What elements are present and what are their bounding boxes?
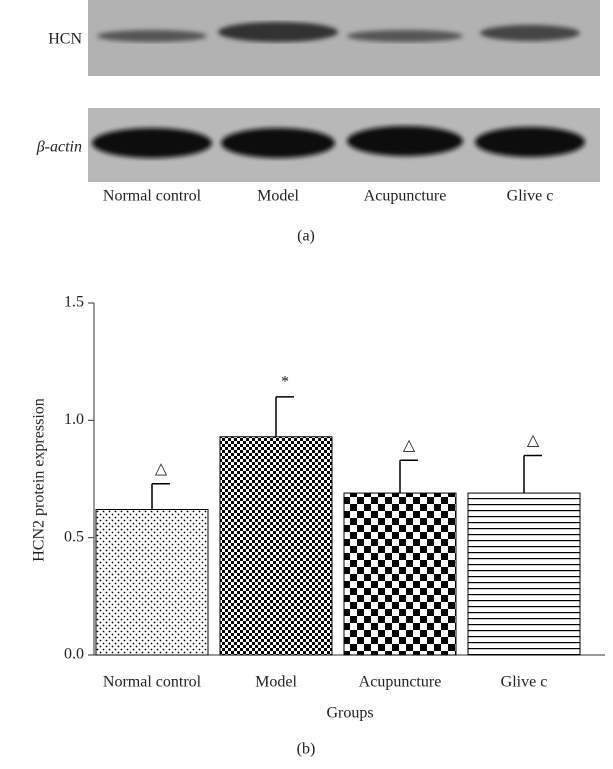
y-tick-label: 0.5 <box>64 528 84 545</box>
x-tick-label: Acupuncture <box>359 674 442 691</box>
y-tick-label: 0.0 <box>64 646 84 663</box>
x-tick-label: Model <box>255 674 297 691</box>
annotation: △ <box>527 432 540 449</box>
blot-lane-label: Model <box>257 188 299 205</box>
blot-lane-label: Glive c <box>507 188 554 205</box>
x-tick-label: Glive c <box>501 674 548 691</box>
annotation: * <box>281 374 289 391</box>
panel-caption: (b) <box>297 741 316 758</box>
bar <box>468 493 580 655</box>
annotation: △ <box>155 460 168 477</box>
bar <box>344 493 456 655</box>
y-tick-label: 1.5 <box>64 294 84 311</box>
x-axis-label: Groups <box>326 705 373 722</box>
blot-lane-label: Acupuncture <box>364 188 447 205</box>
annotation: △ <box>403 437 416 454</box>
bar <box>220 437 332 655</box>
blot-row-label: HCN <box>48 31 82 48</box>
y-tick-label: 1.0 <box>64 411 84 428</box>
bar <box>96 510 208 655</box>
figure: HCN β-actin Normal control Model Acupunc… <box>0 0 613 769</box>
x-tick-label: Normal control <box>103 674 202 691</box>
blot-row-label: β-actin <box>36 139 82 156</box>
blot-lane-label: Normal control <box>103 188 202 205</box>
panel-caption: (a) <box>297 228 315 245</box>
y-axis-label: HCN2 protein expression <box>31 398 48 562</box>
